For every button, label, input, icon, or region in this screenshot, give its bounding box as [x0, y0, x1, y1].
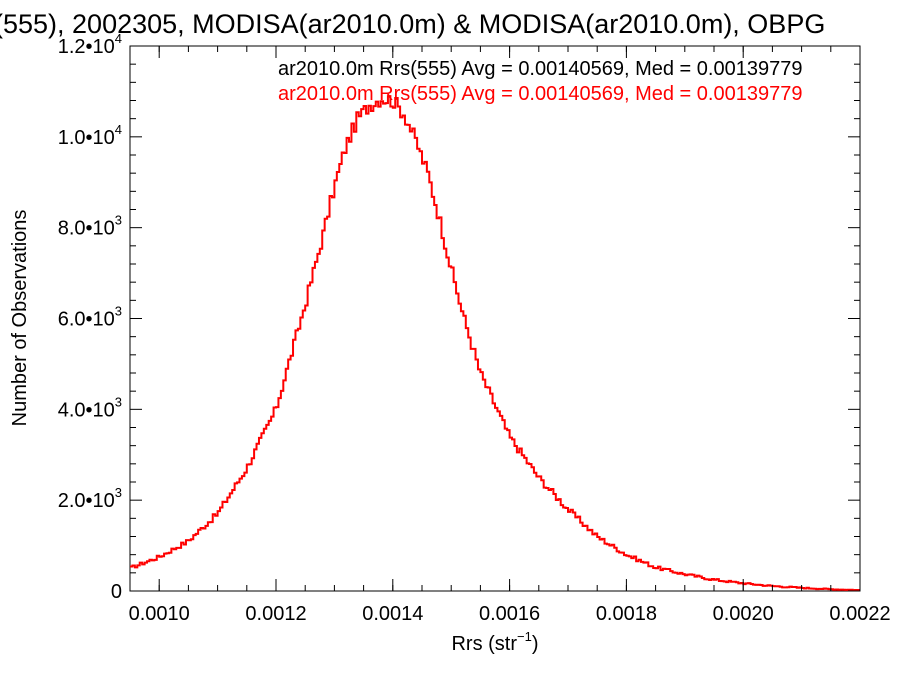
- y-tick-label: 4.0•103: [58, 394, 122, 421]
- plot-area: [129, 45, 861, 592]
- y-tick-label: 2.0•103: [58, 485, 122, 512]
- y-axis-label: Number of Observations: [9, 210, 31, 427]
- x-tick-label: 0.0014: [362, 603, 423, 625]
- legend-entry-2: ar2010.0m Rrs(555) Avg = 0.00140569, Med…: [278, 83, 802, 105]
- y-tick-label: 1.0•104: [58, 122, 122, 149]
- x-tick-label: 0.0012: [245, 603, 306, 625]
- x-tick-label: 0.0020: [713, 603, 774, 625]
- x-tick-label: 0.0018: [596, 603, 657, 625]
- legend-entry-1: ar2010.0m Rrs(555) Avg = 0.00140569, Med…: [278, 58, 802, 80]
- x-axis-label: Rrs (str−1): [451, 629, 538, 655]
- y-tick-label: 1.2•104: [58, 31, 122, 58]
- x-tick-label: 0.0022: [829, 603, 890, 625]
- chart-title: (555), 2002305, MODISA(ar2010.0m) & MODI…: [0, 9, 825, 39]
- y-tick-label: 0: [111, 581, 122, 603]
- x-tick-label: 0.0010: [129, 603, 190, 625]
- y-tick-label: 8.0•103: [58, 213, 122, 240]
- y-tick-label: 6.0•103: [58, 304, 122, 331]
- histogram-series-line: [130, 95, 860, 591]
- x-tick-label: 0.0016: [479, 603, 540, 625]
